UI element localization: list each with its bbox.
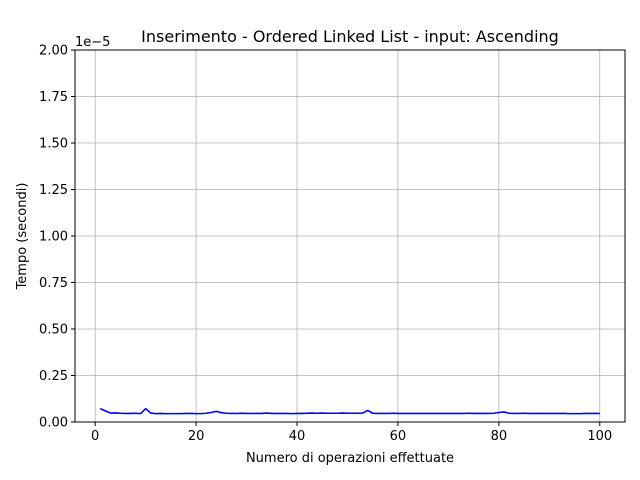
- x-tick-label: 80: [491, 429, 508, 444]
- series-line: [99, 407, 600, 415]
- y-axis-label: Tempo (secondi): [15, 183, 30, 291]
- y-tick-label: 1.00: [39, 230, 68, 245]
- x-tick-label: 20: [188, 429, 205, 444]
- y-tick-label: 0.00: [39, 416, 68, 431]
- y-tick-label: 0.25: [39, 369, 68, 384]
- x-tick-label: 40: [289, 429, 306, 444]
- y-tick-label: 1.75: [39, 90, 68, 105]
- y-tick-label: 2.00: [39, 44, 68, 59]
- y-tick-label: 0.75: [39, 276, 68, 291]
- y-tick-label: 1.25: [39, 183, 68, 198]
- x-axis-label: Numero di operazioni effettuate: [246, 451, 454, 466]
- series-layer: [99, 407, 600, 415]
- grid-layer: [75, 49, 625, 423]
- x-tick-label: 60: [390, 429, 407, 444]
- y-tick-label: 0.50: [39, 323, 68, 338]
- x-tick-label: 0: [91, 429, 99, 444]
- chart-title: Inserimento - Ordered Linked List - inpu…: [141, 27, 559, 46]
- y-tick-label: 1.50: [39, 137, 68, 152]
- x-tick-label: 100: [587, 429, 612, 444]
- ticks-layer: 0 20 40 60 80 100 0.00 0.25 0.50 0.75 1.00 1.25 1.50…: [39, 44, 612, 445]
- y-offset-label: 1e−5: [75, 35, 110, 50]
